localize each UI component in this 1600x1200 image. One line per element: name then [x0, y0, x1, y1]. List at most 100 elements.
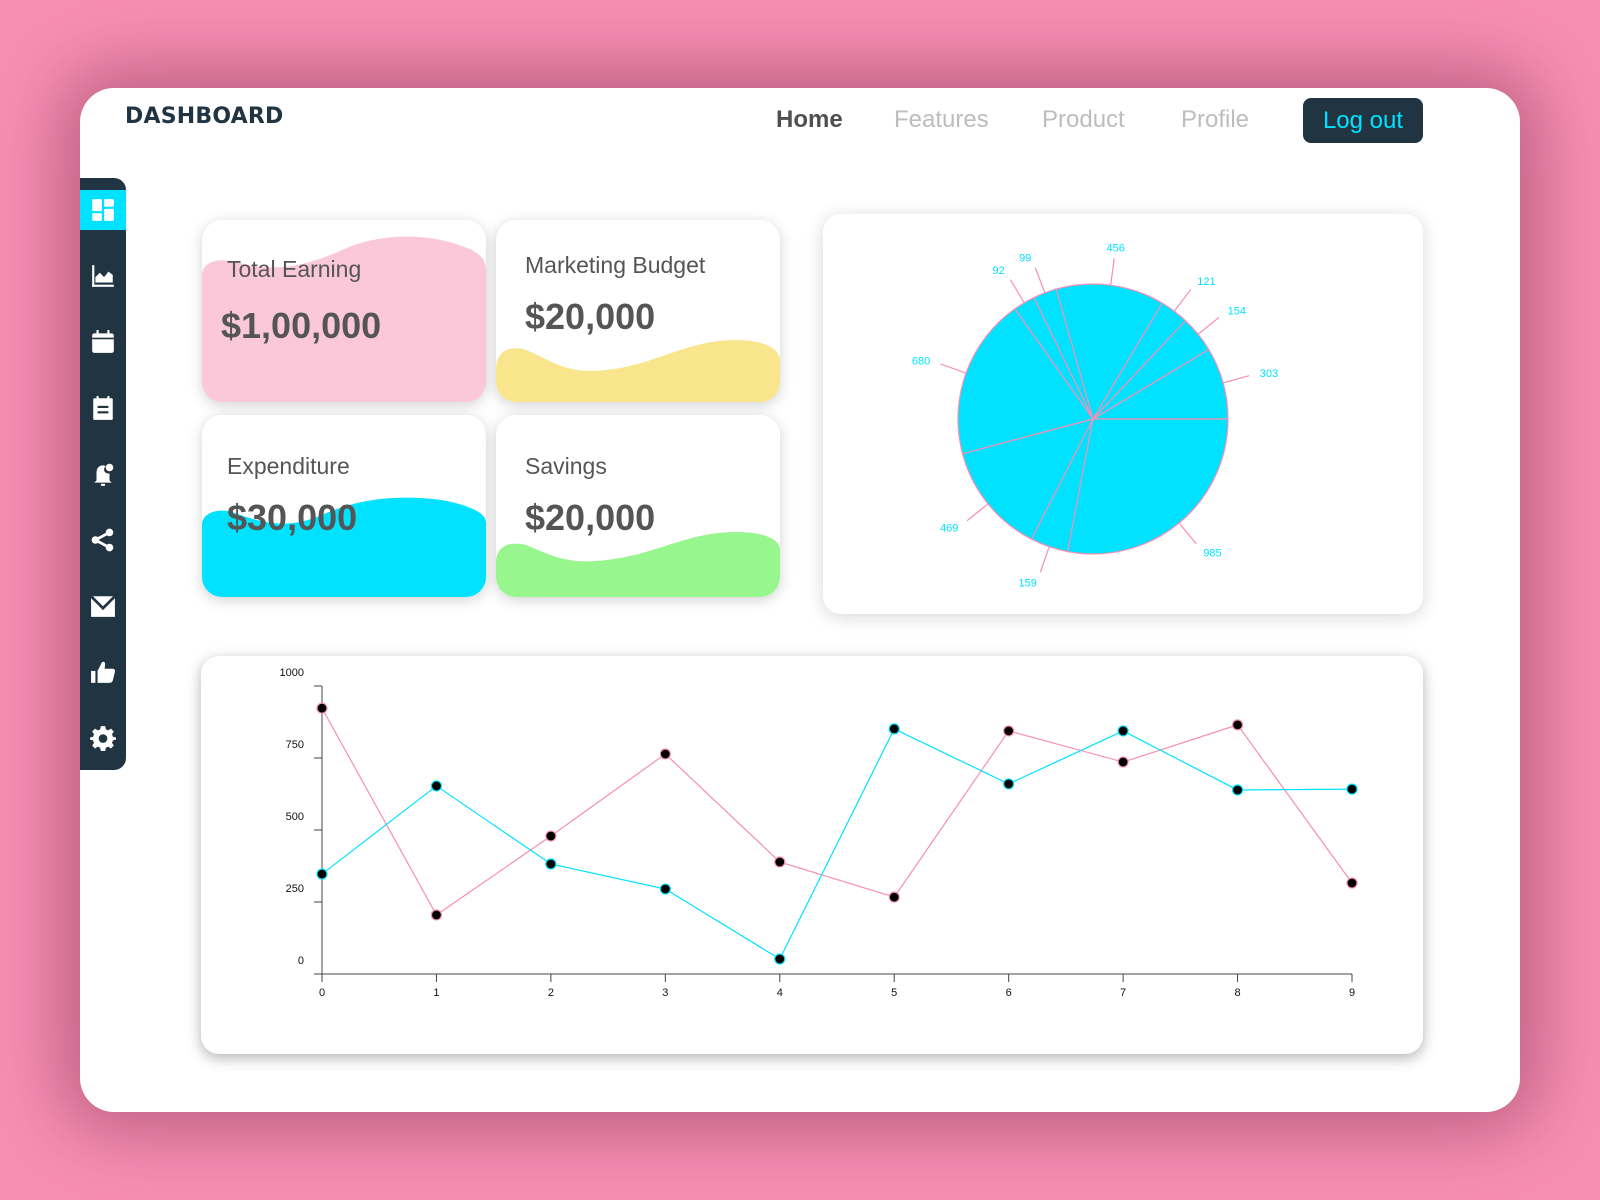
sidebar-item-mail[interactable] [80, 586, 126, 626]
pie-label-leader [966, 503, 989, 522]
pie-slice[interactable] [1067, 418, 1229, 555]
nav-product[interactable]: Product [1042, 106, 1125, 133]
x-tick-label: 0 [319, 987, 325, 999]
x-tick-label: 1 [433, 987, 439, 999]
settings-gear-icon [90, 726, 116, 751]
data-point[interactable] [545, 830, 557, 842]
top-nav: Home Features Product Profile Log out [80, 98, 1520, 148]
x-tick-label: 7 [1120, 987, 1126, 999]
card-expenditure[interactable]: Expenditure $30,000 [202, 415, 486, 597]
data-point[interactable] [659, 883, 671, 895]
data-point[interactable] [1003, 725, 1015, 737]
data-point[interactable] [316, 702, 328, 714]
area-chart-icon [92, 265, 114, 287]
pie-label-leader [1197, 316, 1220, 335]
nav-profile[interactable]: Profile [1181, 106, 1250, 133]
dashboard-window: DASHBOARD Home Features Product Profile … [80, 88, 1520, 1112]
mail-icon [90, 595, 116, 617]
logout-button[interactable]: Log out [1303, 98, 1423, 143]
pie-slice-label: 121 [1197, 276, 1215, 288]
calendar-icon [92, 330, 114, 353]
pie-slice-label: 985 [1203, 547, 1221, 559]
data-point[interactable] [1346, 877, 1358, 889]
data-point[interactable] [430, 780, 443, 792]
sidebar-item-notes[interactable] [80, 388, 126, 428]
data-point[interactable] [1003, 778, 1015, 790]
card-label: Total Earning [227, 256, 362, 282]
pie-slice[interactable] [961, 418, 1095, 541]
pie-chart: 303 154 121 456 99 92 680 469 159 985 [912, 242, 1278, 590]
pie-slice-label: 154 [1228, 305, 1246, 317]
card-marketing-budget[interactable]: Marketing Budget $20,000 [496, 220, 780, 402]
sidebar [80, 178, 126, 770]
thumbs-up-icon [91, 661, 116, 683]
wave-decoration [202, 236, 486, 402]
card-value: $20,000 [525, 296, 656, 337]
sidebar-item-notifications[interactable] [80, 454, 126, 494]
pie-slice-label: 159 [1019, 578, 1037, 590]
x-tick-label: 4 [777, 987, 783, 999]
pie-slice[interactable] [957, 308, 1094, 455]
pie-slice-label: 680 [912, 355, 930, 367]
y-tick-label: 0 [298, 955, 304, 967]
data-point[interactable] [1346, 783, 1358, 795]
nav-home[interactable]: Home [776, 106, 843, 133]
pie-label-leader [1110, 258, 1115, 286]
pie-label-leader [1173, 289, 1192, 312]
sidebar-item-analytics[interactable] [80, 256, 126, 296]
card-label: Marketing Budget [525, 252, 706, 278]
wave-decoration [202, 497, 486, 597]
notes-icon [93, 396, 113, 420]
dashboard-icon [92, 199, 114, 221]
data-point[interactable] [430, 909, 443, 921]
y-tick-label: 250 [286, 883, 304, 895]
pie-chart-card: 303 154 121 456 99 92 680 469 159 985 [823, 214, 1423, 614]
nav-features[interactable]: Features [894, 106, 989, 133]
x-tick-label: 3 [662, 987, 668, 999]
wave-decoration [496, 340, 780, 402]
data-point[interactable] [888, 723, 900, 735]
sidebar-item-dashboard[interactable] [80, 190, 126, 230]
pie-label-leader [1222, 375, 1250, 384]
card-value: $30,000 [227, 497, 358, 538]
card-savings[interactable]: Savings $20,000 [496, 415, 780, 597]
data-point[interactable] [774, 953, 786, 965]
line-chart: 0 250 500 750 1000 0 1 2 3 4 5 6 7 8 9 [280, 667, 1358, 999]
data-point[interactable] [545, 858, 557, 870]
y-tick-label: 1000 [280, 667, 304, 679]
sidebar-item-likes[interactable] [80, 652, 126, 692]
data-point[interactable] [659, 748, 671, 760]
pie-label-leader [1034, 267, 1046, 294]
wave-decoration [496, 532, 780, 597]
x-tick-label: 6 [1006, 987, 1012, 999]
data-point[interactable] [1117, 725, 1129, 737]
y-tick-label: 750 [286, 739, 304, 751]
pie-slice-label: 469 [940, 523, 958, 535]
pie-slice-label: 99 [1019, 252, 1031, 264]
data-point[interactable] [1231, 719, 1244, 731]
pie-label-leader [1178, 522, 1197, 545]
pie-label-leader [940, 363, 967, 374]
card-label: Expenditure [227, 453, 350, 479]
card-value: $20,000 [525, 497, 656, 538]
sidebar-item-calendar[interactable] [80, 322, 126, 362]
data-point[interactable] [1117, 756, 1129, 768]
line-series [321, 707, 1353, 916]
sidebar-item-share[interactable] [80, 520, 126, 560]
pie-slice-label: 303 [1260, 368, 1278, 380]
card-value: $1,00,000 [221, 305, 382, 346]
pie-label-leader [1009, 279, 1025, 304]
data-point[interactable] [888, 891, 900, 903]
y-tick-label: 500 [286, 811, 304, 823]
pie-slice-label: 92 [993, 265, 1005, 277]
x-tick-label: 5 [891, 987, 897, 999]
pie-label-leader [1039, 546, 1050, 573]
data-point[interactable] [774, 856, 786, 868]
card-total-earning[interactable]: Total Earning $1,00,000 [202, 220, 486, 402]
data-point[interactable] [316, 868, 328, 880]
brand-logo: DASHBOARD [125, 104, 284, 129]
sidebar-item-settings[interactable] [80, 718, 126, 758]
x-tick-label: 8 [1234, 987, 1240, 999]
data-point[interactable] [1231, 784, 1244, 796]
notification-bell-icon [94, 463, 114, 486]
